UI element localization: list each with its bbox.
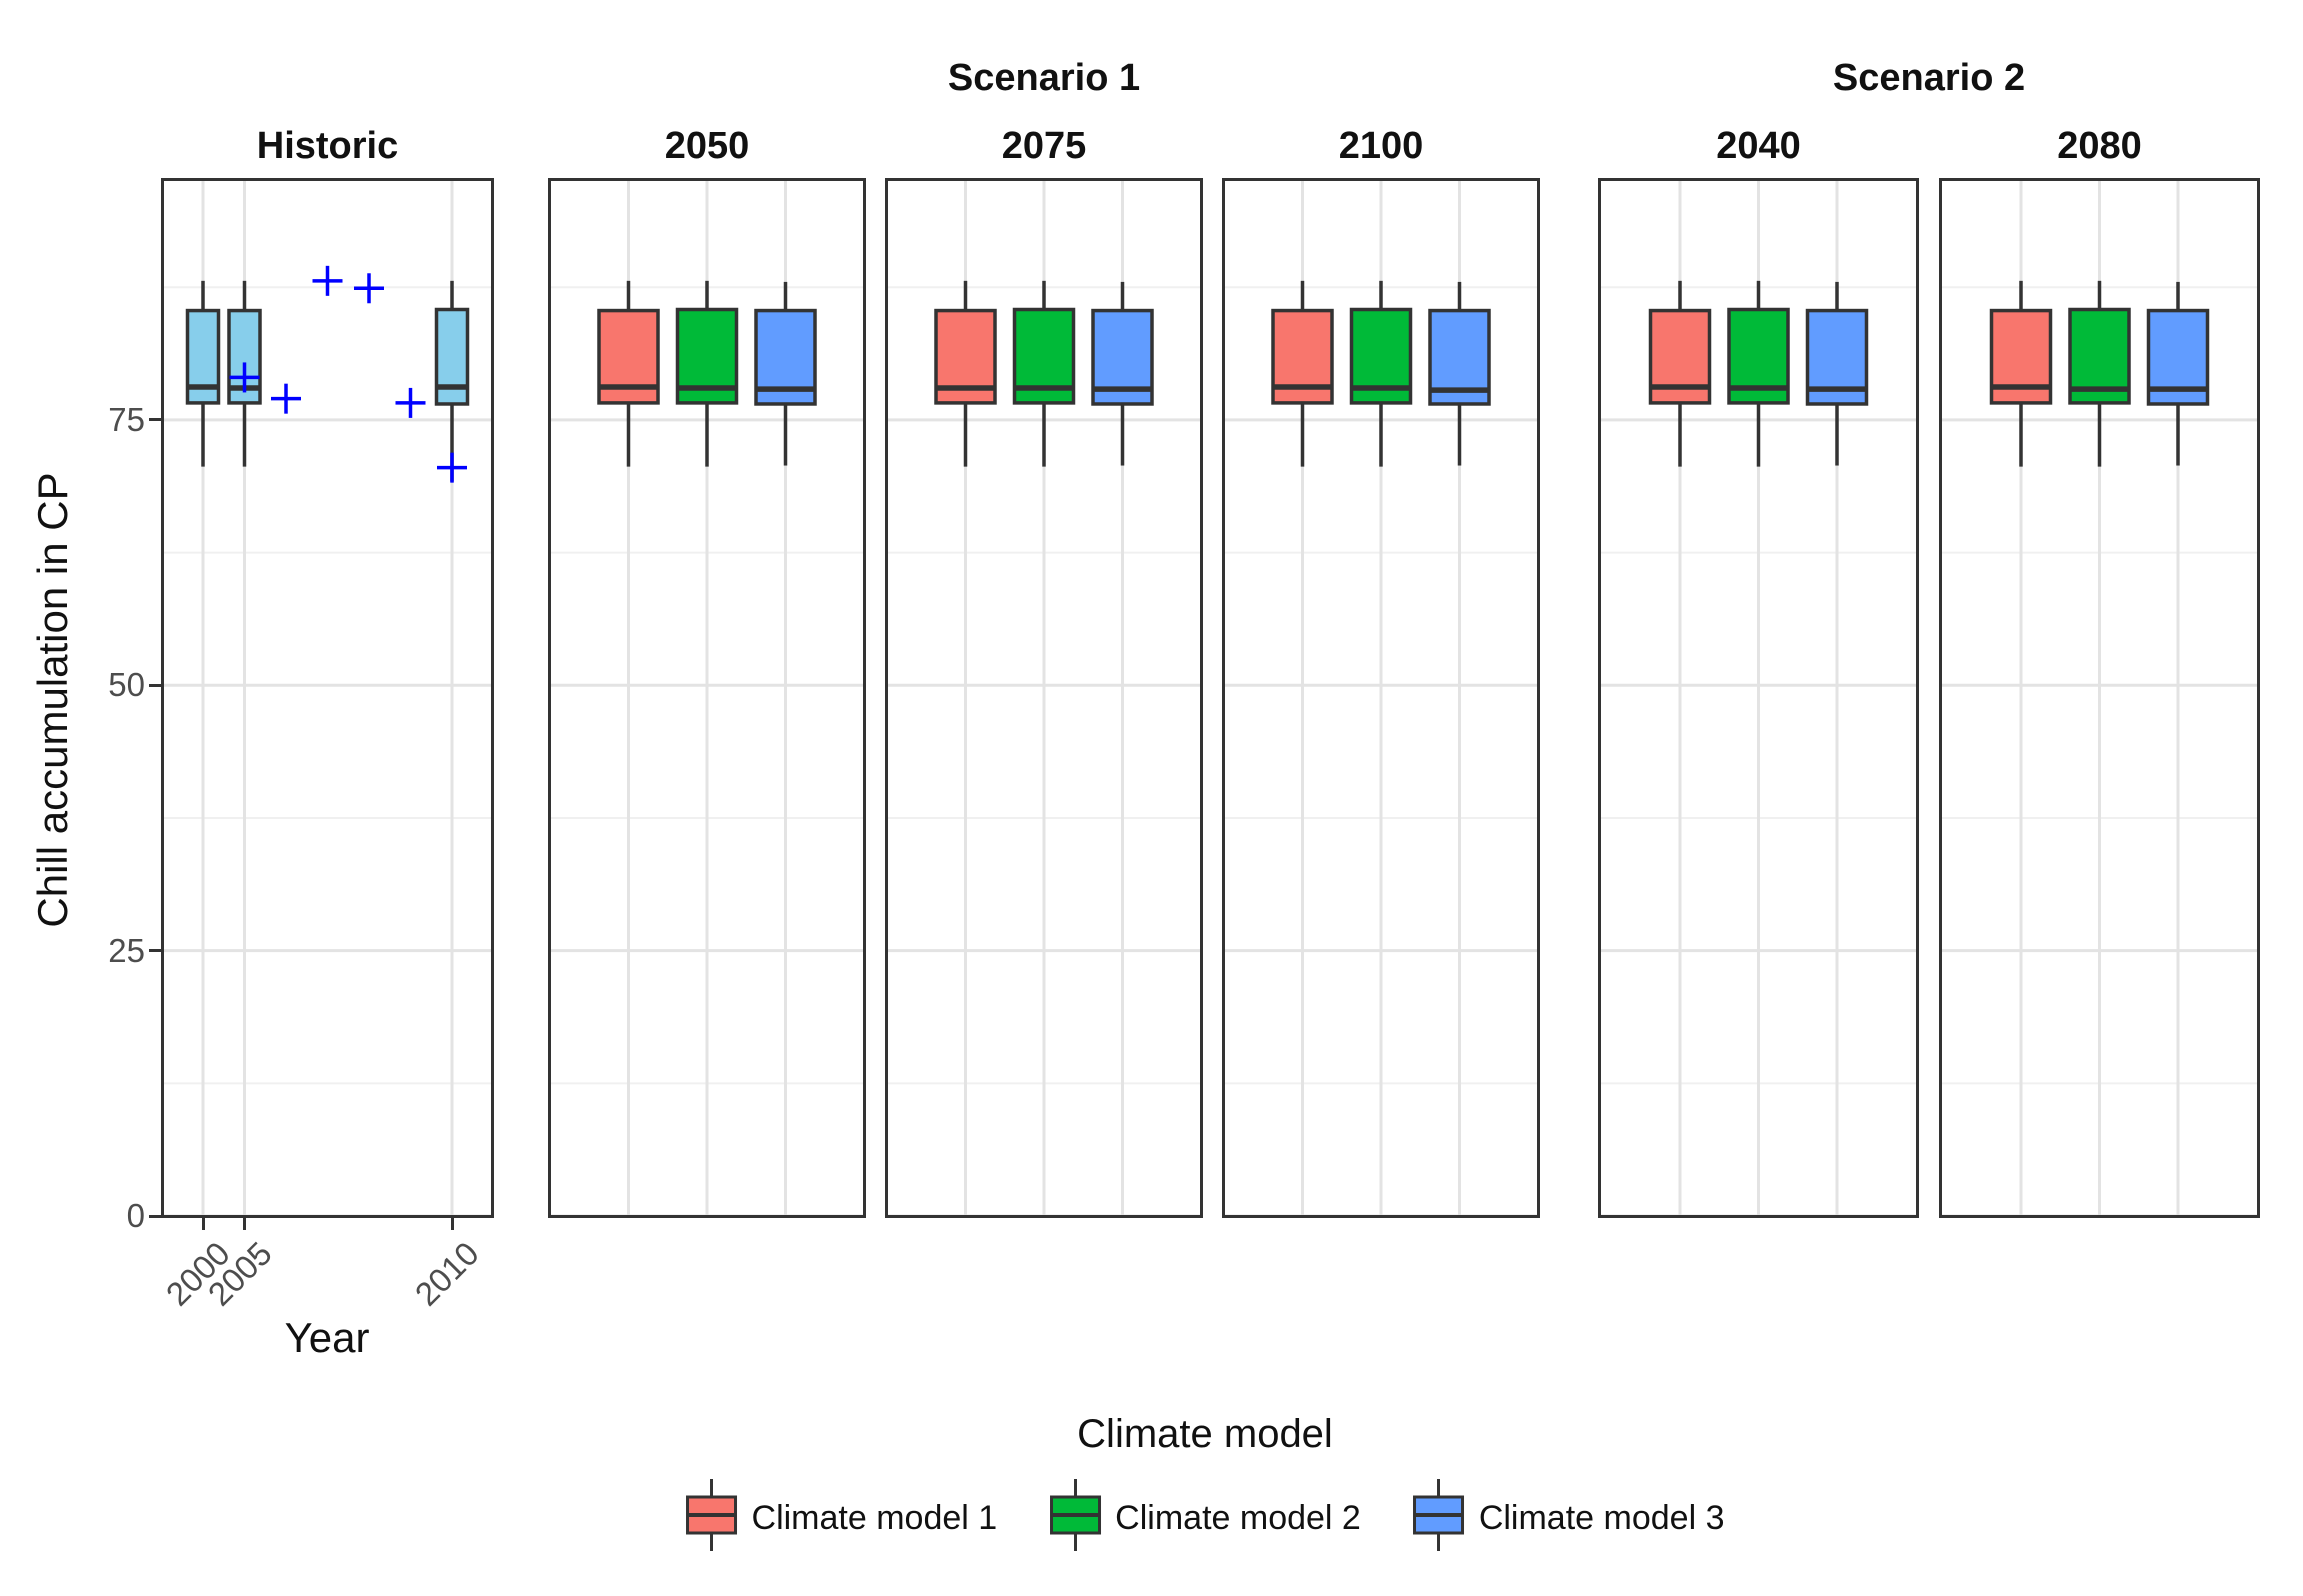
legend-item-label: Climate model 3 bbox=[1478, 1498, 1725, 1537]
facet-panel-title-2050: 2050 bbox=[664, 125, 750, 167]
panel-canvas bbox=[1941, 180, 2258, 1216]
panel-canvas bbox=[1600, 180, 1917, 1216]
panel-2100 bbox=[1222, 178, 1540, 1218]
panel-2050 bbox=[548, 178, 866, 1218]
x-tick-mark bbox=[450, 1216, 454, 1230]
y-tick-mark bbox=[149, 949, 163, 953]
facet-panel-title-historic: Historic bbox=[256, 125, 399, 167]
x-tick-mark bbox=[243, 1216, 246, 1230]
legend-item-climate-model-2: Climate model 2 bbox=[1049, 1476, 1361, 1559]
x-axis-title: Year bbox=[284, 1314, 370, 1361]
y-tick-label: 50 bbox=[108, 666, 145, 704]
legend-item-label: Climate model 1 bbox=[751, 1498, 998, 1537]
facet-group-title-scenario-2: Scenario 2 bbox=[1832, 57, 2026, 99]
panel-canvas bbox=[887, 180, 1201, 1216]
legend: Climate model 1 Climate model 2 Climate … bbox=[686, 1476, 1725, 1559]
boxplot-key-glyph bbox=[1049, 1479, 1101, 1551]
y-tick-label: 25 bbox=[108, 931, 145, 969]
facet-panel-title-2075: 2075 bbox=[1001, 125, 1087, 167]
panel-2040 bbox=[1598, 178, 1919, 1218]
y-tick-label: 75 bbox=[108, 400, 145, 438]
boxplot-key-glyph bbox=[1413, 1479, 1465, 1551]
panel-2075 bbox=[885, 178, 1203, 1218]
boxplot-2010 bbox=[434, 307, 470, 406]
boxplot-key-icon bbox=[1049, 1476, 1101, 1559]
legend-item-label: Climate model 2 bbox=[1115, 1498, 1361, 1537]
panel-canvas bbox=[1224, 180, 1538, 1216]
y-axis-title: Chill accumulation in CP bbox=[29, 472, 76, 928]
legend-item-climate-model-3: Climate model 3 bbox=[1413, 1476, 1725, 1559]
boxplot-key-glyph bbox=[686, 1479, 738, 1551]
legend-title: Climate model bbox=[1077, 1412, 1333, 1456]
panel-2080 bbox=[1939, 178, 2260, 1218]
facet-group-title-scenario-1: Scenario 1 bbox=[947, 57, 1141, 99]
panel-canvas bbox=[550, 180, 864, 1216]
legend-item-climate-model-1: Climate model 1 bbox=[686, 1476, 998, 1559]
facet-panel-title-2100: 2100 bbox=[1338, 125, 1424, 167]
boxplot-key-icon bbox=[1413, 1476, 1465, 1559]
facet-panel-title-2080: 2080 bbox=[2057, 125, 2142, 167]
y-tick-mark bbox=[149, 1214, 163, 1218]
y-tick-mark bbox=[149, 418, 163, 422]
y-tick-mark bbox=[149, 683, 163, 687]
x-tick-label: 2010 bbox=[407, 1234, 486, 1313]
y-tick-label: 0 bbox=[126, 1197, 145, 1234]
facet-panel-title-2040: 2040 bbox=[1716, 125, 1801, 167]
boxplot-key-icon bbox=[686, 1476, 738, 1559]
panel-canvas bbox=[163, 180, 492, 1216]
panel-historic bbox=[161, 178, 494, 1218]
x-tick-mark bbox=[201, 1216, 205, 1230]
